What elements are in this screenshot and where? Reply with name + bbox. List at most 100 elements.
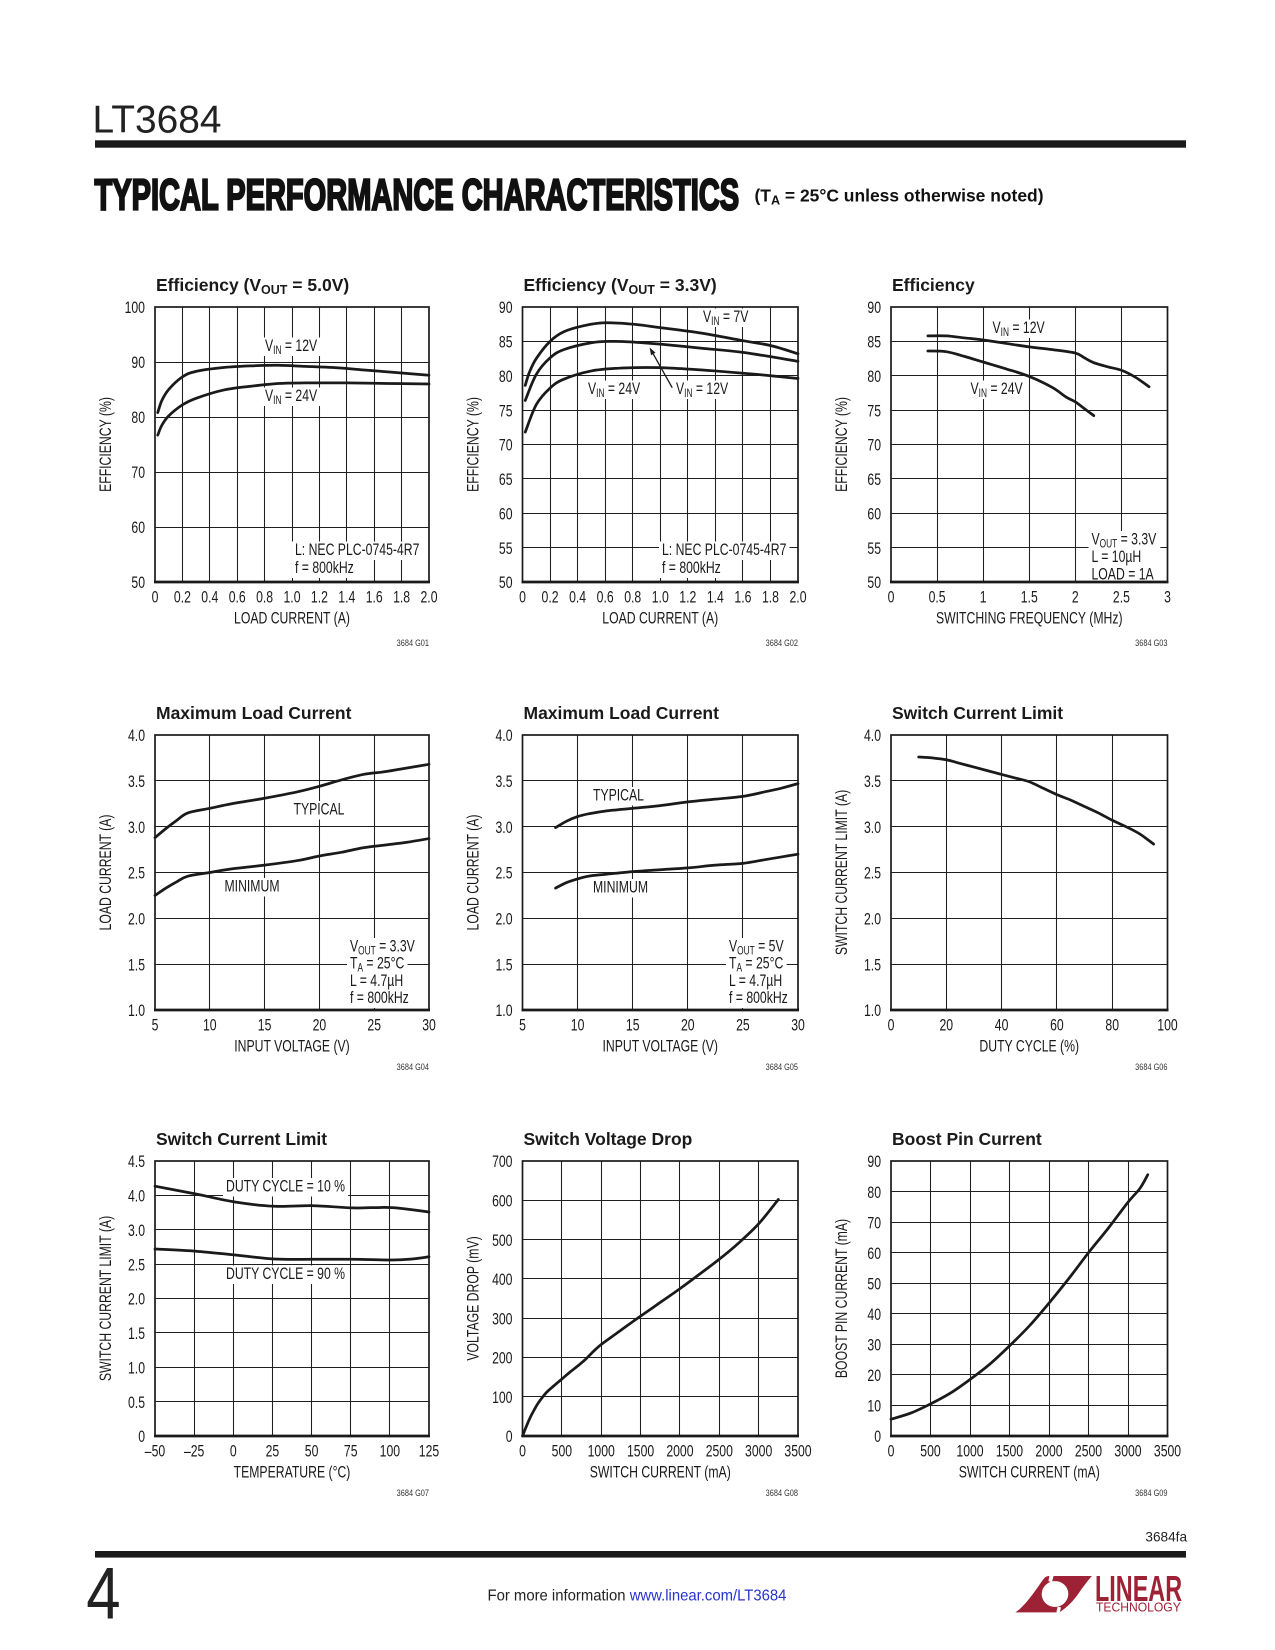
svg-text:80: 80 [499,368,513,386]
svg-text:20: 20 [313,1017,327,1035]
svg-text:1.5: 1.5 [864,957,881,975]
svg-text:20: 20 [681,1017,695,1035]
svg-text:2000: 2000 [666,1443,693,1461]
svg-text:1: 1 [980,589,987,607]
svg-text:2000: 2000 [1035,1443,1062,1461]
svg-text:VOUT​ = 5V: VOUT​ = 5V [729,938,784,958]
svg-text:3684 G08: 3684 G08 [766,1487,799,1498]
svg-text:500: 500 [920,1443,940,1461]
svg-text:TEMPERATURE (°C): TEMPERATURE (°C) [234,1464,351,1482]
svg-text:VIN​ = 24V: VIN​ = 24V [265,387,317,407]
svg-text:600: 600 [492,1193,512,1211]
svg-text:0.8: 0.8 [624,589,641,607]
svg-text:80: 80 [1105,1017,1119,1035]
svg-text:40: 40 [995,1017,1009,1035]
svg-text:4.0: 4.0 [495,727,512,745]
svg-text:30: 30 [867,1337,881,1355]
svg-text:100: 100 [492,1389,512,1407]
svg-text:1.5: 1.5 [128,957,145,975]
svg-text:L: NEC PLC-0745-4R7: L: NEC PLC-0745-4R7 [662,541,786,559]
svg-text:70: 70 [867,437,881,455]
svg-text:Switch Voltage Drop: Switch Voltage Drop [524,1129,693,1149]
svg-text:3500: 3500 [1154,1443,1181,1461]
svg-text:80: 80 [867,1184,881,1202]
svg-text:L = 4.7µH: L = 4.7µH [729,972,782,990]
svg-text:50: 50 [305,1443,319,1461]
svg-text:VIN​ = 12V: VIN​ = 12V [265,337,317,357]
svg-text:4.0: 4.0 [864,727,881,745]
svg-text:2.5: 2.5 [1113,589,1130,607]
svg-text:3.0: 3.0 [864,819,881,837]
svg-text:50: 50 [867,574,881,592]
svg-text:2.0: 2.0 [789,589,806,607]
svg-text:75: 75 [867,403,881,421]
svg-text:2.5: 2.5 [495,865,512,883]
svg-text:0: 0 [230,1443,237,1461]
svg-text:75: 75 [344,1443,358,1461]
svg-text:1.5: 1.5 [495,957,512,975]
svg-text:40: 40 [867,1306,881,1324]
svg-text:TYPICAL: TYPICAL [294,801,345,819]
svg-text:0.6: 0.6 [597,589,614,607]
svg-text:–50: –50 [145,1443,165,1461]
svg-text:50: 50 [131,574,145,592]
svg-text:0: 0 [152,589,159,607]
svg-text:Efficiency (VOUT​ = 3.3V): Efficiency (VOUT​ = 3.3V) [524,275,717,297]
svg-text:1500: 1500 [627,1443,654,1461]
svg-text:1.0: 1.0 [128,1360,145,1378]
svg-text:Boost Pin Current: Boost Pin Current [892,1129,1042,1149]
svg-text:1000: 1000 [956,1443,983,1461]
svg-text:www.linear.com/LT3684: www.linear.com/LT3684 [629,1587,787,1605]
svg-text:0: 0 [519,1443,526,1461]
svg-text:0: 0 [888,589,895,607]
svg-text:25: 25 [266,1443,280,1461]
svg-text:3684 G07: 3684 G07 [397,1487,430,1498]
svg-text:VOUT​ = 3.3V: VOUT​ = 3.3V [1092,531,1157,551]
svg-text:0.2: 0.2 [174,589,191,607]
svg-text:SWITCH CURRENT (mA): SWITCH CURRENT (mA) [590,1464,731,1482]
svg-text:0: 0 [138,1428,145,1446]
svg-text:LOAD CURRENT (A): LOAD CURRENT (A) [602,610,718,628]
svg-text:3000: 3000 [1114,1443,1141,1461]
svg-text:4.0: 4.0 [128,1188,145,1206]
svg-text:0.5: 0.5 [929,589,946,607]
svg-text:60: 60 [131,519,145,537]
svg-text:Efficiency: Efficiency [892,275,975,295]
svg-text:90: 90 [867,299,881,317]
svg-text:100: 100 [380,1443,400,1461]
svg-text:25: 25 [736,1017,750,1035]
svg-text:2500: 2500 [706,1443,733,1461]
svg-text:15: 15 [626,1017,640,1035]
svg-text:3.0: 3.0 [128,819,145,837]
svg-text:VIN​ = 24V: VIN​ = 24V [971,380,1023,400]
svg-text:65: 65 [867,471,881,489]
svg-text:1.0: 1.0 [495,1002,512,1020]
svg-text:BOOST PIN CURRENT (mA): BOOST PIN CURRENT (mA) [833,1219,851,1378]
svg-text:1.0: 1.0 [128,1002,145,1020]
svg-text:For more information: For more information [488,1587,626,1605]
svg-text:30: 30 [791,1017,805,1035]
svg-text:1.8: 1.8 [762,589,779,607]
svg-text:f = 800kHz: f = 800kHz [350,989,409,1007]
svg-text:LOAD CURRENT (A): LOAD CURRENT (A) [97,814,115,930]
svg-text:Switch Current Limit: Switch Current Limit [156,1129,327,1149]
svg-text:DUTY CYCLE = 10 %: DUTY CYCLE = 10 % [226,1178,345,1196]
svg-text:400: 400 [492,1271,512,1289]
svg-text:f = 800kHz: f = 800kHz [295,559,354,577]
svg-text:0.8: 0.8 [256,589,273,607]
svg-text:5: 5 [152,1017,159,1035]
svg-text:3684 G05: 3684 G05 [766,1061,799,1072]
svg-text:–25: –25 [184,1443,204,1461]
svg-text:1.8: 1.8 [393,589,410,607]
svg-text:4: 4 [86,1553,120,1634]
svg-text:Efficiency (VOUT​ = 5.0V): Efficiency (VOUT​ = 5.0V) [156,275,349,297]
svg-text:2.0: 2.0 [495,911,512,929]
svg-text:EFFICIENCY (%): EFFICIENCY (%) [465,397,483,492]
svg-text:VIN​ = 12V: VIN​ = 12V [993,319,1045,339]
svg-text:VOUT​ = 3.3V: VOUT​ = 3.3V [350,938,415,958]
svg-text:INPUT VOLTAGE (V): INPUT VOLTAGE (V) [234,1038,350,1056]
svg-text:f = 800kHz: f = 800kHz [662,559,721,577]
svg-text:3684 G04: 3684 G04 [397,1061,430,1072]
svg-text:3684 G02: 3684 G02 [766,637,799,648]
svg-text:70: 70 [499,437,513,455]
